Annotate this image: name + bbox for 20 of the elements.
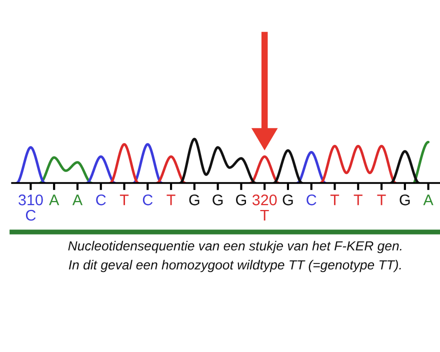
x-tick-label: G [189, 194, 200, 206]
x-tick-label: C [96, 194, 106, 206]
x-tick-label: T [166, 194, 176, 206]
x-tick-label: G [236, 194, 246, 206]
x-tick-label: T [120, 194, 129, 206]
x-tick-label: C [306, 194, 316, 206]
x-tick-label: A [72, 194, 83, 206]
x-tick-label: T [354, 194, 362, 206]
x-tick-label: A [423, 194, 434, 206]
x-tick-label: 310 C [18, 194, 43, 221]
x-tick-label: G [212, 194, 223, 206]
text: Nucleotidensequentie van een stukje van het F-KER gen. [68, 240, 402, 254]
x-tick-label: G [282, 194, 293, 206]
x-tick-label: C [142, 194, 153, 206]
x-tick-label: A [49, 194, 60, 206]
x-tick-label: G [400, 194, 410, 206]
x-tick-label: T [377, 194, 386, 206]
x-tick-label: T [330, 194, 340, 206]
text: In dit geval een homozygoot wildtype TT (=genotype TT). [68, 260, 401, 272]
x-tick-label: 320 T [252, 194, 277, 221]
